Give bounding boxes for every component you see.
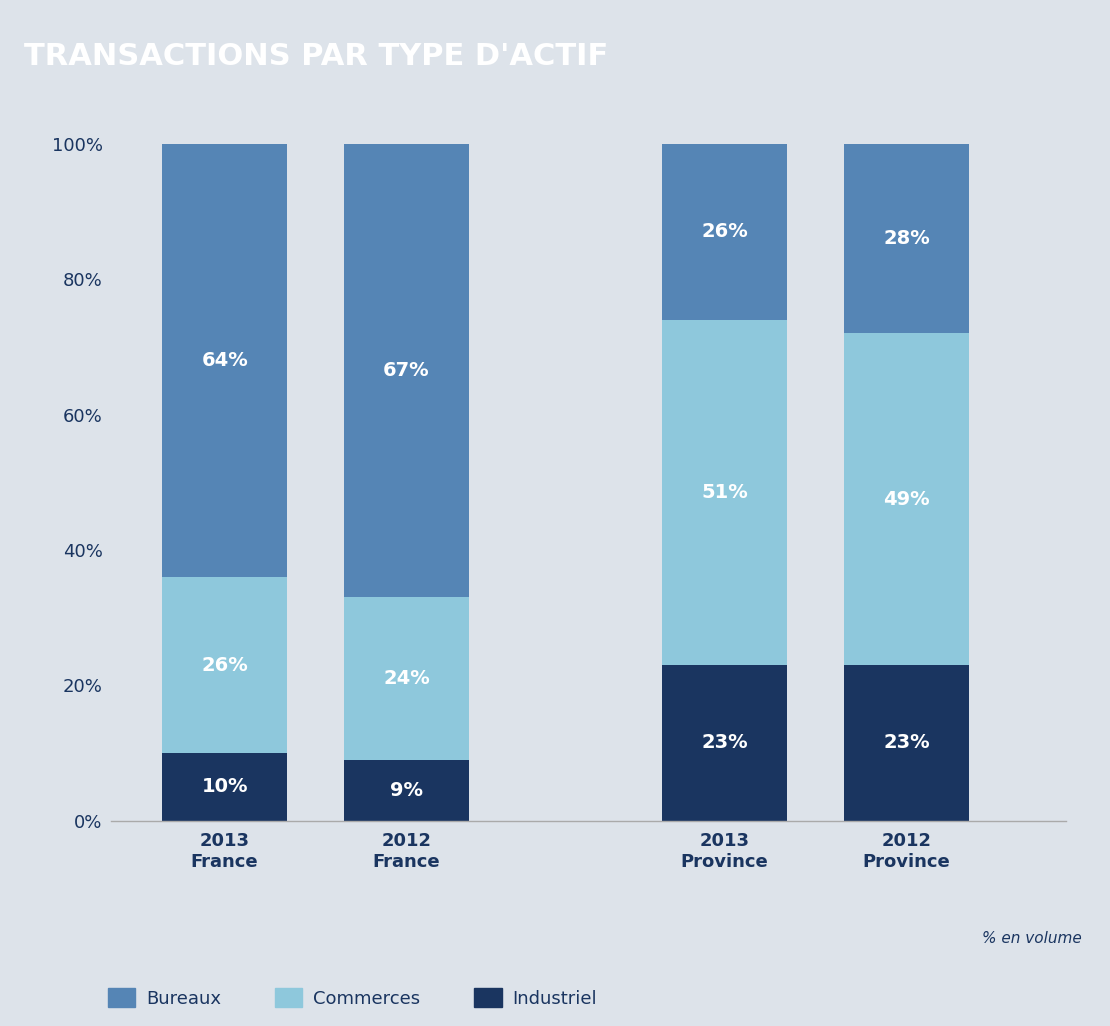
Bar [663, 144, 787, 320]
Text: TRANSACTIONS PAR TYPE D'ACTIF: TRANSACTIONS PAR TYPE D'ACTIF [24, 41, 608, 71]
Text: 10%: 10% [201, 778, 248, 796]
Text: 26%: 26% [201, 656, 248, 674]
Text: 23%: 23% [884, 734, 930, 752]
Text: 51%: 51% [702, 483, 748, 502]
Bar [162, 577, 287, 753]
Text: 28%: 28% [884, 229, 930, 248]
Bar [162, 753, 287, 821]
Bar [663, 320, 787, 665]
Bar [844, 665, 969, 821]
Text: 64%: 64% [201, 351, 248, 369]
Text: % en volume: % en volume [982, 932, 1082, 946]
Bar [844, 144, 969, 333]
Text: 67%: 67% [383, 361, 430, 380]
Text: 49%: 49% [884, 489, 930, 509]
Text: 26%: 26% [702, 223, 748, 241]
Bar [162, 144, 287, 577]
Bar [844, 333, 969, 665]
Text: 23%: 23% [702, 734, 748, 752]
Legend: Bureaux, Commerces, Industriel: Bureaux, Commerces, Industriel [101, 981, 604, 1015]
Bar [344, 597, 468, 760]
Bar [344, 144, 468, 597]
Bar [663, 665, 787, 821]
Bar [344, 760, 468, 821]
Text: 9%: 9% [390, 781, 423, 800]
Text: 24%: 24% [383, 669, 430, 688]
